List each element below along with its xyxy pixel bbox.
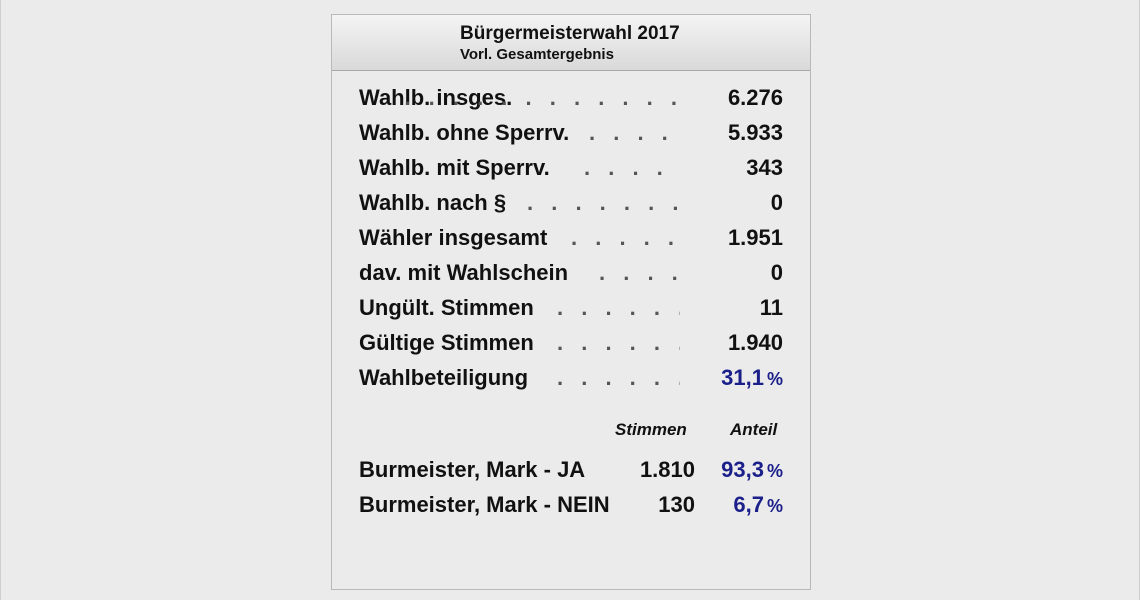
share-number: 6,7: [733, 492, 764, 517]
stat-value: 0: [770, 260, 783, 285]
leader-dots: . . . . . . . . . . . .: [557, 295, 680, 320]
turnout-number: 31,1: [721, 365, 764, 390]
stat-value: 1.951: [727, 225, 783, 250]
stat-row-wahlb-mit-sperrv: Wahlb. mit Sperrv. . . . . . . . . . . .…: [359, 155, 783, 185]
candidate-name: Burmeister, Mark - NEIN: [359, 492, 610, 517]
stat-value: 343: [746, 155, 783, 180]
stat-label: Wahlb. mit Sperrv.: [359, 155, 550, 180]
page-subtitle: Vorl. Gesamtergebnis: [460, 46, 614, 63]
stat-row-wahlb-nach: Wahlb. nach § . . . . . . . . . . . . 0: [359, 190, 783, 220]
leader-dots: . . . . . . . . . . . .: [584, 155, 680, 180]
result-row-nein: Burmeister, Mark - NEIN 130 6,7%: [359, 492, 783, 522]
stat-row-gueltige-stimmen: Gültige Stimmen . . . . . . . . . . . . …: [359, 330, 783, 360]
stat-label: dav. mit Wahlschein: [359, 260, 569, 285]
leader-dots: . . . . . . . . . . . .: [557, 330, 680, 355]
stat-label: Wahlb. insges.: [359, 85, 513, 110]
leader-dots: . . . . . . . . . . . .: [404, 85, 683, 110]
stat-row-wahlbeteiligung: Wahlbeteiligung . . . . . . . . . . . . …: [359, 365, 783, 395]
leader-dots: . . . . . . . . . . . .: [571, 225, 680, 250]
stat-value: 1.940: [727, 330, 783, 355]
stat-value: 6.276: [727, 85, 783, 110]
page-title: Bürgermeisterwahl 2017: [460, 23, 680, 44]
stat-value: 5.933: [727, 120, 783, 145]
stat-label: Wähler insgesamt: [359, 225, 548, 250]
percent-sign: %: [766, 369, 783, 389]
leader-dots: . . . . . . . . . . . .: [589, 120, 679, 145]
column-header-share: Anteil: [730, 420, 778, 439]
share-number: 93,3: [721, 457, 764, 482]
result-row-ja: Burmeister, Mark - JA 1.810 93,3%: [359, 457, 783, 487]
stat-label: Wahlb. ohne Sperrv.: [359, 120, 570, 145]
stat-label: Ungült. Stimmen: [359, 295, 534, 320]
stat-row-dav-mit-wahlschein: dav. mit Wahlschein . . . . . . . . . . …: [359, 260, 783, 290]
candidate-votes: 130: [658, 492, 695, 517]
stat-label: Wahlbeteiligung: [359, 365, 529, 390]
stat-row-wahlb-ohne-sperrv: Wahlb. ohne Sperrv. . . . . . . . . . . …: [359, 120, 783, 150]
stat-row-wahlb-insges: Wahlb. insges. . . . . . . . . . . . . 6…: [359, 85, 783, 115]
percent-sign: %: [766, 461, 783, 481]
turnout-value: 31,1%: [721, 365, 783, 391]
stat-value: 0: [770, 190, 783, 215]
leader-dots: . . . . . . . . . . . .: [557, 365, 680, 390]
stat-value: 11: [759, 295, 783, 320]
percent-sign: %: [766, 496, 783, 516]
candidate-votes: 1.810: [639, 457, 695, 482]
candidate-share: 93,3%: [721, 457, 783, 483]
candidate-name: Burmeister, Mark - JA: [359, 457, 586, 482]
leader-dots: . . . . . . . . . . . .: [527, 190, 680, 215]
stat-label: Gültige Stimmen: [359, 330, 534, 355]
column-header-votes: Stimmen: [615, 420, 687, 439]
stat-row-ungueltige-stimmen: Ungült. Stimmen . . . . . . . . . . . . …: [359, 295, 783, 325]
candidate-share: 6,7%: [733, 492, 783, 518]
results-panel: Bürgermeisterwahl 2017 Vorl. Gesamtergeb…: [331, 14, 811, 590]
leader-dots: . . . . . . . . . . . .: [599, 260, 680, 285]
panel-header: Bürgermeisterwahl 2017 Vorl. Gesamtergeb…: [332, 15, 810, 71]
stat-row-waehler-insgesamt: Wähler insgesamt . . . . . . . . . . . .…: [359, 225, 783, 255]
stat-label: Wahlb. nach §: [359, 190, 507, 215]
